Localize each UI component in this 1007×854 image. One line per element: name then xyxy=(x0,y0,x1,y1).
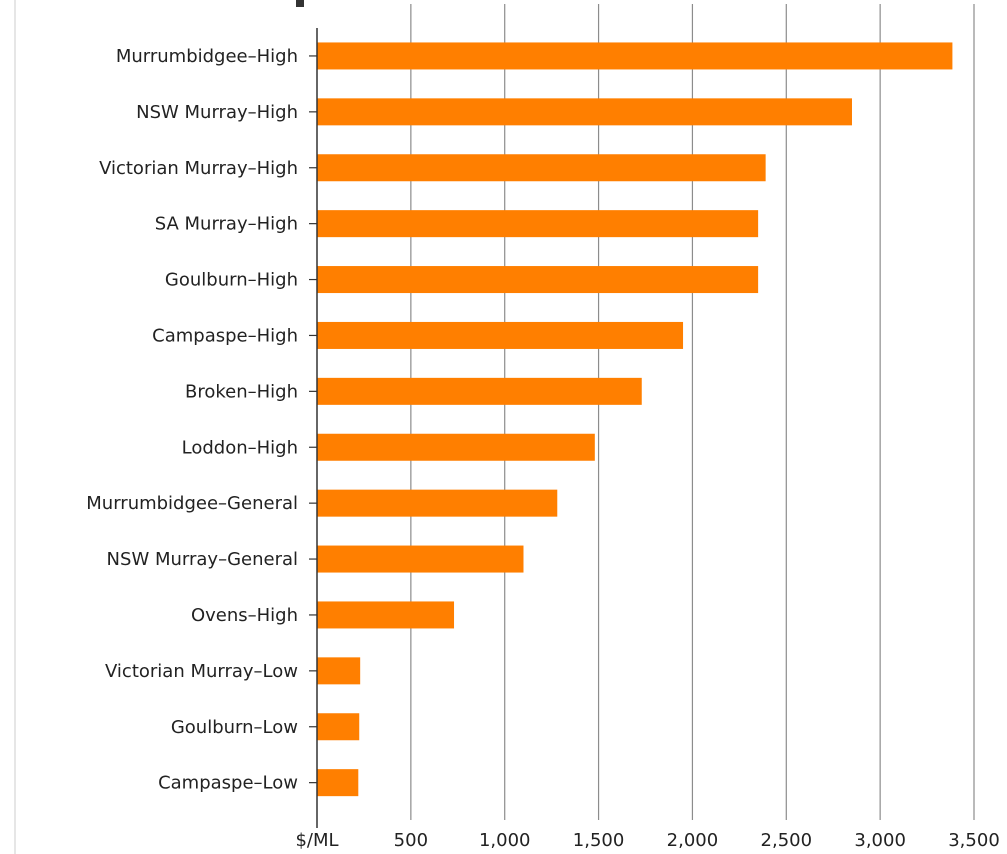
x-tick-label: 1,000 xyxy=(479,830,531,851)
x-tick-label: 500 xyxy=(394,830,428,851)
x-tick-label: 2,500 xyxy=(761,830,813,851)
bar xyxy=(317,98,852,126)
x-tick-label: 1,500 xyxy=(573,830,625,851)
bar xyxy=(317,601,455,629)
bar xyxy=(317,154,766,182)
left-border xyxy=(14,0,16,854)
category-label: Broken–High xyxy=(185,381,298,402)
x-tick-label: 3,500 xyxy=(948,830,1000,851)
category-label: Goulburn–Low xyxy=(171,717,298,738)
category-label: Ovens–High xyxy=(191,605,298,626)
bar xyxy=(317,769,359,797)
bar xyxy=(317,42,953,70)
category-label: Goulburn–High xyxy=(165,270,298,291)
category-label: NSW Murray–General xyxy=(107,549,298,570)
bar xyxy=(317,377,642,405)
bar xyxy=(317,489,558,517)
bar xyxy=(317,321,684,349)
x-tick-label: 2,000 xyxy=(667,830,719,851)
bar xyxy=(317,433,595,461)
top-edge-mark xyxy=(296,0,304,7)
category-label: NSW Murray–High xyxy=(136,102,298,123)
category-label: Murrumbidgee–General xyxy=(86,493,298,514)
x-tick-labels: $/ML 500 1,000 1,500 2,000 2,500 3,000 3,500 xyxy=(295,830,999,851)
bar xyxy=(317,210,759,238)
bars xyxy=(317,42,953,797)
bar xyxy=(317,713,360,741)
category-labels: Murrumbidgee–High NSW Murray–High Victoria… xyxy=(86,46,298,794)
category-label: Campaspe–Low xyxy=(158,773,298,794)
category-label: Victorian Murray–High xyxy=(99,158,298,179)
x-tick-label: $/ML xyxy=(295,830,338,851)
category-label: Campaspe–High xyxy=(152,325,298,346)
category-label: SA Murray–High xyxy=(155,214,298,235)
y-axis-ticks xyxy=(309,55,317,784)
category-label: Loddon–High xyxy=(182,437,298,458)
x-tick-label: 3,000 xyxy=(854,830,906,851)
gridlines xyxy=(410,4,975,820)
category-label: Murrumbidgee–High xyxy=(116,46,298,67)
bar xyxy=(317,545,524,573)
category-label: Victorian Murray–Low xyxy=(105,661,298,682)
bar xyxy=(317,657,361,685)
bar xyxy=(317,266,759,294)
